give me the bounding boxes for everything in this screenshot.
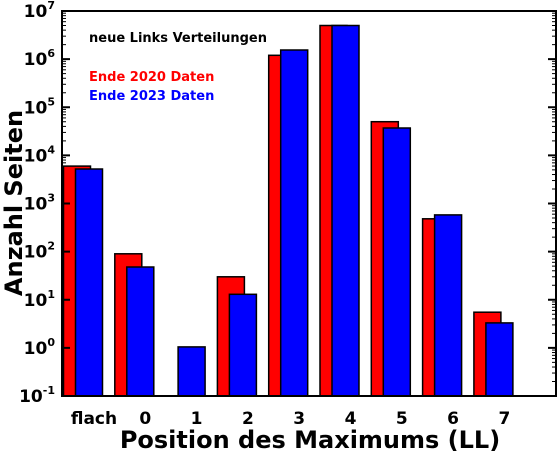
- x-tick-label: 3: [293, 409, 305, 429]
- legend-entry-2023: Ende 2023 Daten: [89, 89, 214, 104]
- bar-2023-5: [382, 127, 412, 397]
- bar-2023-2: [228, 293, 258, 397]
- bars: [62, 24, 514, 397]
- x-tick-label: flach: [71, 409, 117, 429]
- x-tick-label: 4: [345, 409, 357, 429]
- x-tick-label: 1: [191, 409, 203, 429]
- y-axis-ticks: 10-1 100 101 102 103 104 105 106 107: [19, 0, 556, 407]
- x-tick-label: 6: [447, 409, 459, 429]
- legend-subtitle: neue Links Verteilungen: [89, 31, 267, 46]
- y-axis-title: Anzahl Seiten: [0, 110, 28, 296]
- bar-2023-0: [126, 266, 155, 397]
- y-tick-label: 102: [24, 240, 55, 263]
- bar-2023-3: [279, 49, 309, 397]
- bar-2023-7: [485, 322, 514, 397]
- y-tick-label: 104: [24, 143, 56, 166]
- bar-2023-1: [177, 346, 206, 397]
- y-tick-label: 106: [24, 47, 56, 70]
- x-tick-label: 0: [139, 409, 151, 429]
- y-tick-label: 103: [24, 192, 55, 215]
- x-axis-title: Position des Maximums (LL): [120, 426, 500, 454]
- x-tick-label: 2: [242, 409, 254, 429]
- legend-entry-2020: Ende 2020 Daten: [89, 70, 214, 85]
- y-tick-label: 101: [24, 288, 55, 311]
- bar-2023-flach: [74, 168, 104, 397]
- x-tick-label: 7: [498, 409, 510, 429]
- y-tick-label: 100: [24, 336, 56, 359]
- bar-2023-6: [433, 214, 463, 397]
- x-tick-label: 5: [396, 409, 408, 429]
- x-axis-ticks: flach 0 1 2 3 4 5 6 7: [71, 409, 510, 429]
- y-tick-label: 107: [24, 0, 55, 22]
- y-tick-label: 10-1: [19, 384, 55, 407]
- y-tick-label: 105: [24, 95, 55, 118]
- bar-2023-4: [331, 24, 360, 397]
